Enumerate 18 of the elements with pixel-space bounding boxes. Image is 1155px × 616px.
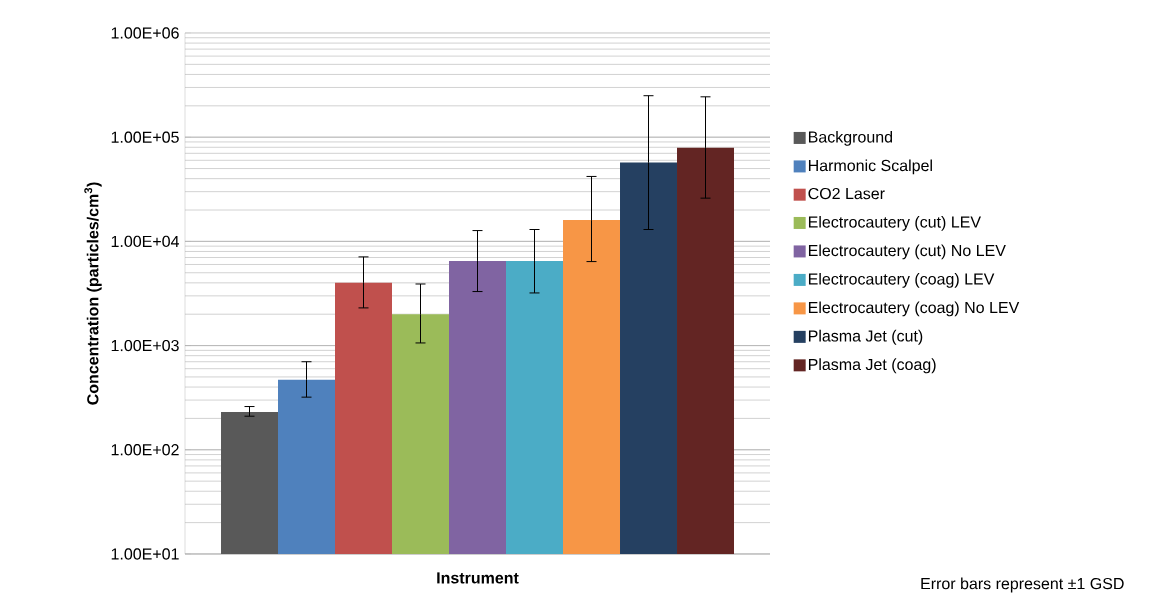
legend-label: Electrocautery (cut) No LEV [808,244,1006,260]
legend-label: Electrocautery (coag) LEV [808,272,995,288]
x-axis-title: Instrument [437,572,519,584]
legend-label: Background [808,130,893,146]
legend-label: Harmonic Scalpel [808,159,932,175]
legend-label: Plasma Jet (coag) [808,358,936,374]
y-tick-label: 1.00E+05 [111,131,179,143]
legend-label: Plasma Jet (cut) [808,329,923,345]
legend-label: Electrocautery (cut) LEV [808,215,981,231]
legend-label: CO2 Laser [808,187,885,200]
y-tick-label: 1.00E+01 [111,548,179,560]
legend-label: Electrocautery (coag) No LEV [808,301,1020,317]
text: Error bars represent ±1 GSD [921,577,1124,593]
y-tick-label: 1.00E+03 [111,339,179,352]
y-axis-title: Concentration (particles/cm$^{3}$) [84,182,102,405]
y-tick-label: 1.00E+04 [111,235,180,248]
y-tick-label: 1.00E+02 [111,444,179,456]
y-tick-label: 1.00E+06 [111,27,179,39]
